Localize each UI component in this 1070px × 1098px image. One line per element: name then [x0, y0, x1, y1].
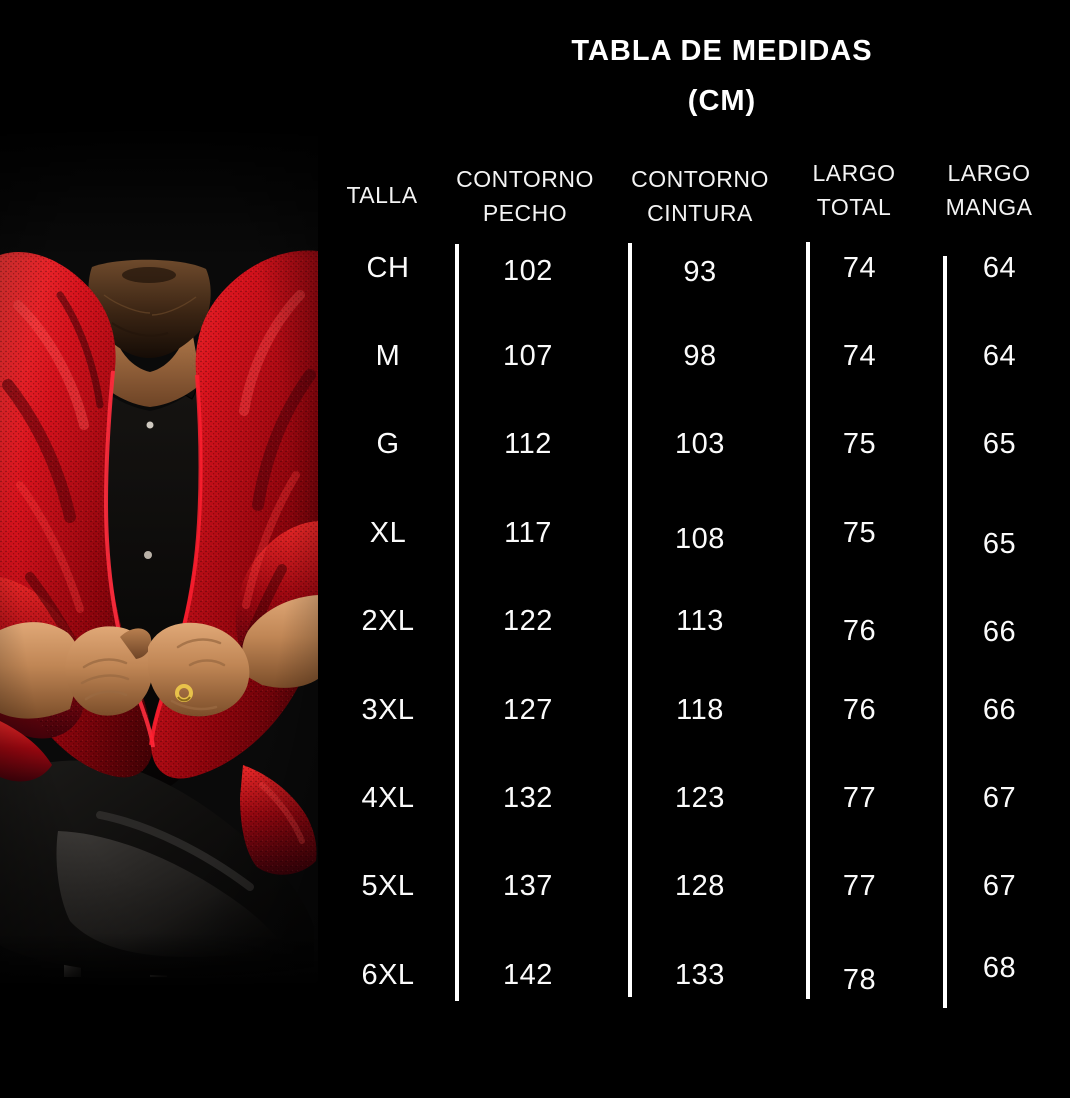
measure-value-contorno_cintura: 128: [675, 870, 725, 903]
measure-value-largo_manga: 65: [982, 527, 1017, 560]
column-header-contorno-pecho: CONTORNO PECHO: [456, 162, 594, 230]
size-label: 2XL: [361, 605, 415, 638]
measure-value-largo_total: 76: [842, 693, 877, 726]
size-label: CH: [366, 251, 410, 284]
measure-value-largo_total: 75: [842, 516, 877, 549]
column-header-line: MANGA: [945, 194, 1033, 220]
size-label: XL: [369, 516, 407, 549]
size-label: M: [375, 340, 401, 373]
measure-value-largo_manga: 64: [982, 340, 1017, 373]
measure-value-largo_total: 77: [842, 782, 877, 815]
chart-title-line1: TABLA DE MEDIDAS: [571, 35, 873, 67]
size-label: 5XL: [361, 870, 415, 903]
column-header-line: PECHO: [482, 200, 568, 226]
measure-value-contorno_pecho: 137: [503, 870, 553, 903]
column-header-largo-manga: LARGO MANGA: [946, 156, 1033, 224]
measure-value-largo_total: 76: [842, 615, 877, 648]
measure-value-contorno_cintura: 93: [683, 255, 717, 288]
column-header-line: CONTORNO: [631, 166, 769, 192]
measure-value-largo_manga: 67: [982, 782, 1017, 815]
column-header-line: CONTORNO: [456, 166, 594, 192]
column-header-line: TALLA: [346, 182, 418, 208]
measure-value-largo_manga: 67: [982, 870, 1017, 903]
measure-value-contorno_cintura: 103: [675, 428, 725, 461]
chart-title: TABLA DE MEDIDAS (CM): [571, 26, 872, 126]
chart-title-units: (CM): [687, 85, 757, 117]
measure-value-contorno_cintura: 123: [675, 782, 725, 815]
measure-value-contorno_pecho: 112: [504, 428, 552, 461]
measure-value-largo_total: 74: [842, 251, 877, 284]
measure-value-largo_manga: 66: [982, 616, 1017, 649]
measure-value-largo_total: 75: [842, 428, 877, 461]
size-table-body: CH 102 93 74 64 M 107 98 74 64 G 112 103 75 65 XL 117 108…: [330, 224, 1070, 1020]
measure-value-contorno_cintura: 108: [675, 522, 725, 555]
column-divider: [943, 256, 947, 1008]
column-header-line: LARGO: [812, 160, 896, 186]
measure-value-contorno_pecho: 142: [503, 958, 553, 991]
measure-value-contorno_cintura: 133: [675, 958, 725, 991]
column-header-talla: TALLA: [346, 178, 417, 212]
measure-value-largo_manga: 66: [982, 693, 1017, 726]
measure-value-largo_total: 77: [842, 870, 877, 903]
measure-value-contorno_cintura: 118: [676, 693, 724, 726]
measure-value-largo_total: 78: [842, 963, 877, 996]
product-photo: [0, 125, 318, 985]
measure-value-largo_total: 74: [842, 340, 877, 373]
column-header-line: LARGO: [947, 160, 1031, 186]
size-label: 4XL: [361, 782, 415, 815]
measure-value-largo_manga: 68: [982, 951, 1017, 984]
size-label: 6XL: [361, 958, 415, 991]
column-header-line: TOTAL: [816, 194, 892, 220]
measure-value-largo_manga: 65: [982, 428, 1017, 461]
measure-value-contorno_pecho: 102: [503, 254, 553, 287]
measure-value-contorno_pecho: 117: [504, 516, 552, 549]
measure-value-largo_manga: 64: [982, 251, 1017, 284]
measure-value-contorno_pecho: 107: [503, 340, 553, 373]
column-divider: [806, 242, 810, 999]
size-label: G: [376, 428, 400, 461]
column-header-largo-total: LARGO TOTAL: [812, 156, 895, 224]
measure-value-contorno_cintura: 98: [683, 340, 717, 373]
measure-value-contorno_pecho: 122: [503, 605, 553, 638]
column-header-contorno-cintura: CONTORNO CINTURA: [631, 162, 769, 230]
column-divider: [628, 243, 632, 997]
column-divider: [455, 244, 459, 1001]
size-label: 3XL: [361, 693, 415, 726]
column-header-line: CINTURA: [647, 200, 753, 226]
measure-value-contorno_cintura: 113: [676, 605, 724, 638]
measure-value-contorno_pecho: 127: [503, 693, 553, 726]
measure-value-contorno_pecho: 132: [503, 782, 553, 815]
